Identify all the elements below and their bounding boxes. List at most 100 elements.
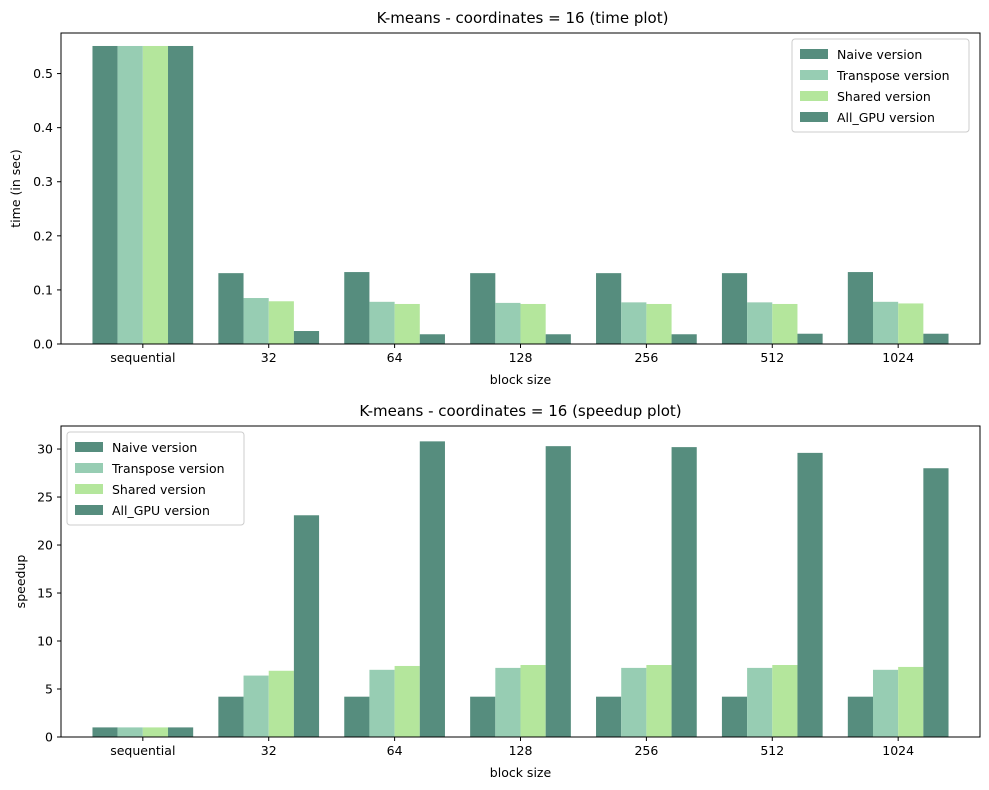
speedup-chart: K-means - coordinates = 16 (speedup plot… [13,402,981,780]
time-chart-bar [218,273,244,344]
speedup-chart-legend-label: Transpose version [111,461,225,476]
speedup-chart-bar [142,727,169,737]
time-chart-y-tick-label: 0.3 [33,174,53,189]
speedup-chart-x-tick-label: 256 [634,743,658,758]
speedup-chart-bar [218,696,244,737]
time-chart-bar [545,334,571,344]
time-chart-bar [243,298,269,344]
time-chart-legend-label: All_GPU version [837,110,935,125]
speedup-chart-x-label: block size [490,765,552,780]
speedup-chart-legend: Naive version Transpose version Shared ver… [66,431,245,526]
speedup-chart-x-ticks: sequential 32 64 128 256 512 1024 [110,737,914,758]
speedup-chart-y-tick-label: 5 [45,682,53,697]
time-chart-bar [898,303,924,344]
time-chart-bar [344,272,370,344]
time-chart-y-label: time (in sec) [8,149,23,227]
time-chart-bar [168,45,194,345]
speedup-chart-legend-box [66,431,245,526]
speedup-chart-legend-swatch [75,442,103,452]
time-chart-bar [369,301,395,344]
speedup-chart-bar [117,727,143,737]
speedup-chart-bar [92,727,118,737]
time-chart-legend-swatch [800,70,828,80]
speedup-chart-y-tick-label: 15 [37,586,53,601]
time-chart-bar [419,334,445,344]
speedup-chart-bar [747,667,773,737]
time-chart-x-tick-label: 512 [760,350,784,365]
time-chart-legend-label: Naive version [837,47,922,62]
speedup-chart-bar [923,468,949,737]
speedup-chart-x-tick-label: 512 [760,743,784,758]
speedup-chart-bar [243,675,269,737]
time-chart-bar [520,303,546,344]
speedup-chart-legend-label: Shared version [112,482,206,497]
speedup-chart-bar [646,665,672,737]
speedup-chart-x-tick-label: 64 [387,743,403,758]
time-chart-legend-box [791,38,970,133]
speedup-chart-legend-swatch [75,463,103,473]
speedup-chart-y-tick-label: 10 [37,634,53,649]
speedup-chart-y-label: speedup [13,555,28,609]
time-chart: K-means - coordinates = 16 (time plot) s… [8,9,981,387]
time-chart-bar [747,302,773,344]
speedup-chart-bar [168,727,194,737]
time-chart-bar [117,45,143,345]
speedup-chart-y-tick-label: 30 [37,442,53,457]
speedup-chart-bar [797,452,823,737]
time-chart-bar [847,272,873,344]
speedup-chart-bar [872,669,899,737]
time-chart-bar [142,45,169,345]
speedup-chart-bar [621,667,647,737]
time-chart-legend-label: Shared version [837,89,931,104]
time-chart-y-ticks: 0.0 0.1 0.2 0.3 0.4 0.5 [33,66,61,352]
speedup-chart-bar [596,696,622,737]
speedup-chart-legend-swatch [75,505,103,515]
time-chart-bar [872,301,899,344]
time-chart-legend: Naive version Transpose version Shared ver… [791,38,970,133]
speedup-chart-bar [268,670,294,737]
time-chart-y-tick-label: 0.0 [33,337,53,352]
time-chart-x-tick-label: 128 [509,350,533,365]
speedup-chart-x-tick-label: sequential [110,743,175,758]
time-chart-legend-swatch [800,91,828,101]
time-chart-bar [621,302,647,344]
speedup-chart-legend-label: Naive version [112,440,197,455]
speedup-chart-legend-swatch [75,484,103,494]
time-chart-x-tick-label: 32 [261,350,277,365]
speedup-chart-bar [344,696,370,737]
speedup-chart-title: K-means - coordinates = 16 (speedup plot… [359,402,681,420]
time-chart-x-ticks: sequential 32 64 128 256 512 1024 [110,344,914,365]
time-chart-bar [646,303,672,344]
time-chart-y-tick-label: 0.2 [33,228,53,243]
time-chart-y-tick-label: 0.4 [33,120,53,135]
time-chart-x-tick-label: 1024 [882,350,914,365]
speedup-chart-bar [470,696,496,737]
speedup-chart-bar [772,665,798,737]
time-chart-bar [495,302,521,344]
speedup-chart-bar [898,666,924,737]
time-chart-bar [394,303,420,344]
speedup-chart-x-tick-label: 128 [509,743,533,758]
time-chart-bar [470,273,496,344]
speedup-chart-bar [847,696,873,737]
speedup-chart-y-ticks: 0 5 10 15 20 25 30 [37,442,61,745]
time-chart-x-tick-label: 64 [387,350,403,365]
speedup-chart-bar [394,665,420,737]
time-chart-bars [92,45,949,345]
time-chart-bar [596,273,622,344]
time-chart-bar [92,45,118,345]
speedup-chart-bar [495,667,521,737]
time-chart-y-tick-label: 0.1 [33,282,53,297]
speedup-chart-y-tick-label: 25 [37,490,53,505]
speedup-chart-x-tick-label: 1024 [882,743,914,758]
time-chart-legend-swatch [800,49,828,59]
time-chart-legend-label: Transpose version [836,68,950,83]
time-chart-y-tick-label: 0.5 [33,66,53,81]
speedup-chart-bars [92,441,949,737]
speedup-chart-bar [520,665,546,737]
time-chart-bar [268,301,294,344]
speedup-chart-x-tick-label: 32 [261,743,277,758]
speedup-chart-y-tick-label: 0 [45,730,53,745]
time-chart-x-tick-label: 256 [634,350,658,365]
